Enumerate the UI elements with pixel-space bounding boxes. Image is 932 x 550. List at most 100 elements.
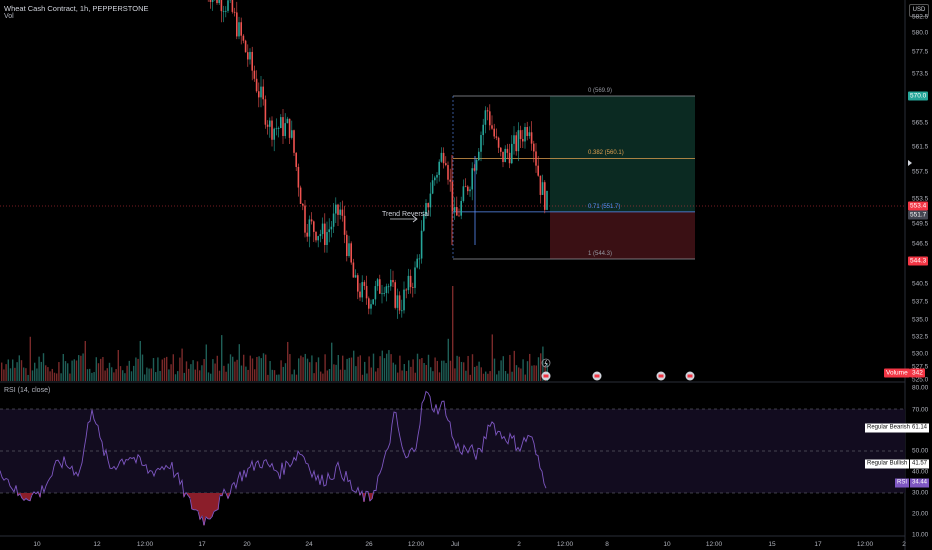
volume-bar [399,355,401,381]
volume-bar [89,368,91,381]
trend-reversal-annotation[interactable]: Trend Reversal [382,211,430,218]
volume-bar [434,357,436,381]
fib-level-label: 1 (544.3) [588,251,613,257]
symbol-title[interactable]: Wheat Cash Contract, 1h, PEPPERSTONE [4,4,149,13]
volume-bar [139,340,141,381]
volume-bar [5,364,7,381]
volume-bar [260,358,262,381]
volume-bar [95,357,97,381]
volume-bar [258,356,260,381]
price-candle [467,186,469,192]
rsi-indicator-title[interactable]: RSI (14, close) [4,387,51,394]
volume-bar [29,336,31,381]
earnings-flag-icon [658,374,664,378]
volume-bar [408,360,410,381]
time-tick-label: 12:00 [705,541,723,548]
volume-bar [368,356,370,381]
price-candle [238,22,240,37]
price-candle [346,234,348,257]
volume-bar [227,363,229,381]
volume-bar [190,364,192,381]
price-candle [383,293,385,294]
volume-bar [271,369,273,381]
volume-bar [60,373,62,381]
price-candle [339,209,341,215]
volume-bar [322,373,324,381]
volume-bar [300,355,302,381]
volume-bar [113,372,115,381]
price-candle [216,0,218,4]
currency-button[interactable]: USD [909,4,929,17]
volume-bar [410,366,412,381]
volume-bar [469,374,471,381]
volume-bar [377,368,379,381]
volume-bar [320,371,322,381]
volume-bar [146,367,148,381]
price-candle [486,110,489,112]
price-candle [425,203,427,216]
volume-bar [355,366,357,381]
volume-bar [135,357,137,381]
volume-bar [491,334,493,381]
volume-bar [509,354,511,381]
price-candle [231,0,234,12]
price-candle [313,221,315,232]
price-candle [524,127,526,142]
volume-bar [31,370,34,381]
volume-bar [102,357,104,381]
lightning-icon [541,358,551,368]
price-candle [273,128,275,140]
volume-bar [309,362,311,381]
volume-bar [518,367,520,381]
volume-bar [328,368,331,381]
volume-bar [168,369,170,381]
volume-bar [427,354,430,381]
price-tick-label: 553.5 [912,195,929,203]
volume-bar [304,353,306,381]
price-candle [398,295,401,311]
volume-bar [150,368,152,381]
volume-bar [489,371,491,381]
price-candle [374,286,377,300]
price-candle [385,286,388,294]
volume-bar [229,354,232,381]
time-tick-label: 12 [93,541,101,548]
volume-label-tag: Volume [884,368,910,378]
volume-bar [18,355,20,381]
price-candle [368,298,370,309]
volume-bar [326,370,328,381]
volume-bar [526,361,529,381]
volume-bar [91,372,93,381]
price-candle [218,0,220,4]
price-candle [414,267,416,288]
price-candle [370,304,372,309]
volume-bar [40,361,42,381]
volume-bar [93,372,95,381]
price-candle [482,124,484,136]
volume-bar [348,357,350,381]
volume-indicator-label[interactable]: Vol [4,13,14,20]
price-candle [392,280,394,283]
earnings-flag-icon [687,374,693,378]
price-candle [299,187,302,204]
price-candle [337,204,339,215]
rsi-tick-label: 10.00 [912,531,929,539]
price-candle [266,124,269,127]
price-candle [330,226,333,230]
volume-bar [9,368,12,381]
volume-bar [218,370,221,381]
right-arrow-icon [412,215,418,223]
price-candle [264,99,267,125]
volume-bar [73,359,75,381]
time-tick-label: 2 [517,541,521,548]
price-candle [271,120,273,140]
rsi-tick-label: 70.00 [912,406,929,414]
price-tick-label: 565.5 [912,119,929,127]
price-candle [209,0,212,2]
volume-bar [71,360,73,381]
price-candle [407,275,410,291]
volume-bar [449,360,452,381]
fib-level-label: 0.71 (551.7) [588,203,621,210]
